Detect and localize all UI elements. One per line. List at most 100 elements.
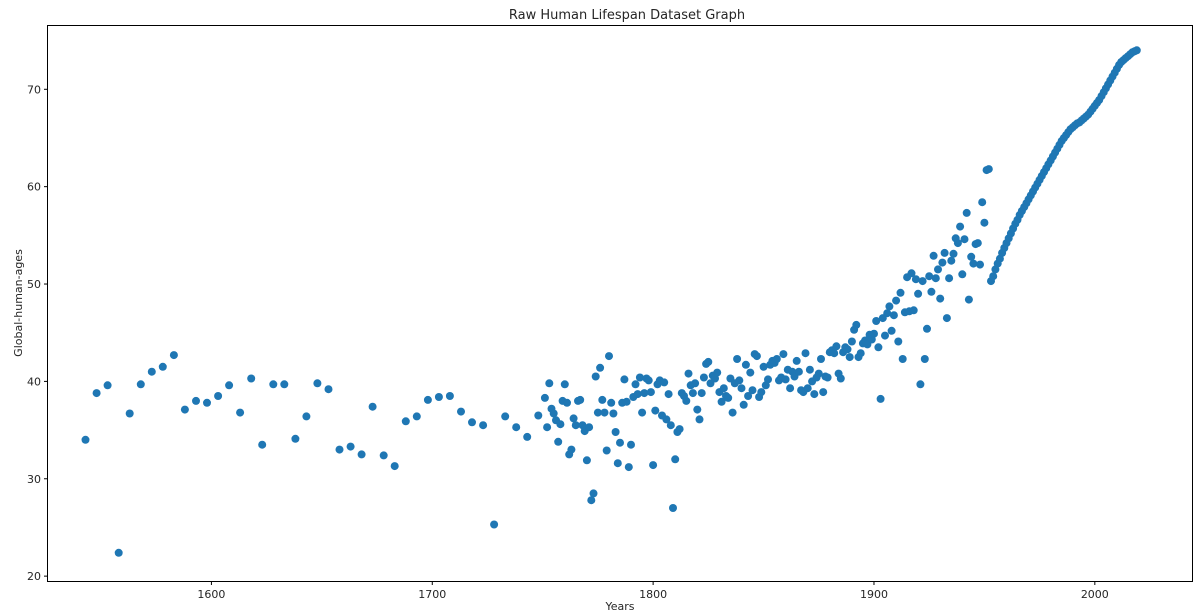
data-point: [764, 375, 772, 384]
data-point: [379, 451, 388, 460]
y-axis-label: Global-human-ages: [12, 249, 25, 357]
data-point: [675, 425, 684, 434]
data-point: [600, 408, 609, 417]
data-point: [940, 248, 949, 257]
data-point: [973, 239, 982, 248]
data-point: [792, 356, 801, 365]
data-point: [984, 165, 993, 174]
data-point: [911, 275, 920, 284]
data-point: [556, 420, 565, 429]
data-point: [945, 274, 954, 283]
data-point: [801, 349, 810, 358]
data-point: [589, 489, 598, 498]
data-point: [836, 374, 845, 383]
data-point: [587, 496, 596, 505]
data-point: [688, 389, 697, 398]
data-point: [845, 353, 854, 362]
data-point: [728, 408, 737, 417]
data-point: [684, 369, 693, 378]
data-point: [794, 367, 803, 376]
data-point: [748, 386, 757, 395]
y-tick-label: 40: [27, 375, 41, 388]
data-point: [980, 218, 989, 227]
data-point: [916, 380, 925, 389]
data-point: [942, 314, 951, 323]
data-point: [280, 380, 289, 389]
data-point: [964, 295, 973, 304]
x-axis-ticks: 1600 1700 1800 1900 2000: [197, 581, 1109, 601]
data-point: [569, 414, 578, 423]
x-tick-label: 1800: [639, 588, 667, 601]
data-point: [236, 408, 245, 417]
data-point: [490, 520, 499, 529]
data-point: [192, 396, 200, 405]
data-point: [103, 381, 112, 390]
data-point: [936, 294, 945, 303]
data-point: [445, 392, 454, 400]
data-point: [907, 269, 916, 278]
data-point: [817, 355, 825, 363]
data-point: [560, 380, 569, 389]
data-point: [613, 459, 622, 468]
data-point: [434, 393, 443, 401]
data-point: [644, 376, 653, 385]
data-point: [920, 355, 929, 363]
data-point: [269, 380, 278, 389]
data-point: [534, 411, 543, 420]
data-point: [881, 331, 889, 340]
data-point: [585, 423, 594, 432]
data-point: [744, 392, 753, 400]
data-point: [576, 395, 585, 404]
data-point: [664, 390, 673, 399]
y-tick-label: 70: [27, 83, 41, 96]
data-point: [847, 337, 856, 346]
data-point: [759, 362, 768, 371]
data-point: [620, 375, 629, 384]
data-point: [938, 258, 947, 267]
data-point: [646, 388, 655, 397]
x-tick-label: 1600: [197, 588, 225, 601]
data-point: [313, 379, 322, 388]
data-point: [335, 445, 344, 454]
data-point: [695, 415, 704, 424]
data-point: [549, 409, 558, 418]
data-point: [874, 343, 883, 352]
data-point: [746, 368, 755, 377]
data-point: [989, 272, 998, 281]
data-point: [412, 412, 421, 421]
data-point: [635, 373, 644, 382]
y-tick-label: 50: [27, 278, 41, 291]
data-point: [633, 390, 642, 399]
data-point: [247, 374, 256, 383]
data-point: [666, 421, 675, 430]
data-point: [925, 272, 934, 281]
data-point: [638, 408, 647, 417]
data-point: [571, 421, 580, 430]
data-point: [741, 360, 750, 369]
data-point: [602, 446, 611, 455]
y-axis-ticks: 20 30 40 50 60 70: [27, 83, 48, 583]
data-point: [830, 349, 839, 358]
data-point: [757, 388, 766, 397]
data-point: [346, 442, 355, 451]
data-point: [909, 306, 918, 315]
data-point: [929, 251, 938, 260]
data-point: [737, 384, 746, 393]
data-point: [735, 376, 744, 385]
data-point: [662, 415, 671, 424]
data-point: [814, 369, 823, 378]
data-point: [596, 363, 605, 372]
data-point: [927, 287, 936, 296]
data-point: [563, 398, 571, 407]
data-point: [660, 378, 669, 387]
data-point: [671, 455, 680, 464]
data-point: [582, 456, 591, 465]
data-point: [501, 412, 510, 421]
data-point: [923, 324, 931, 333]
x-tick-label: 1700: [418, 588, 446, 601]
data-point: [512, 423, 521, 432]
data-point: [598, 395, 607, 404]
data-point: [699, 373, 708, 382]
data-point: [616, 438, 624, 447]
data-point: [136, 380, 145, 389]
